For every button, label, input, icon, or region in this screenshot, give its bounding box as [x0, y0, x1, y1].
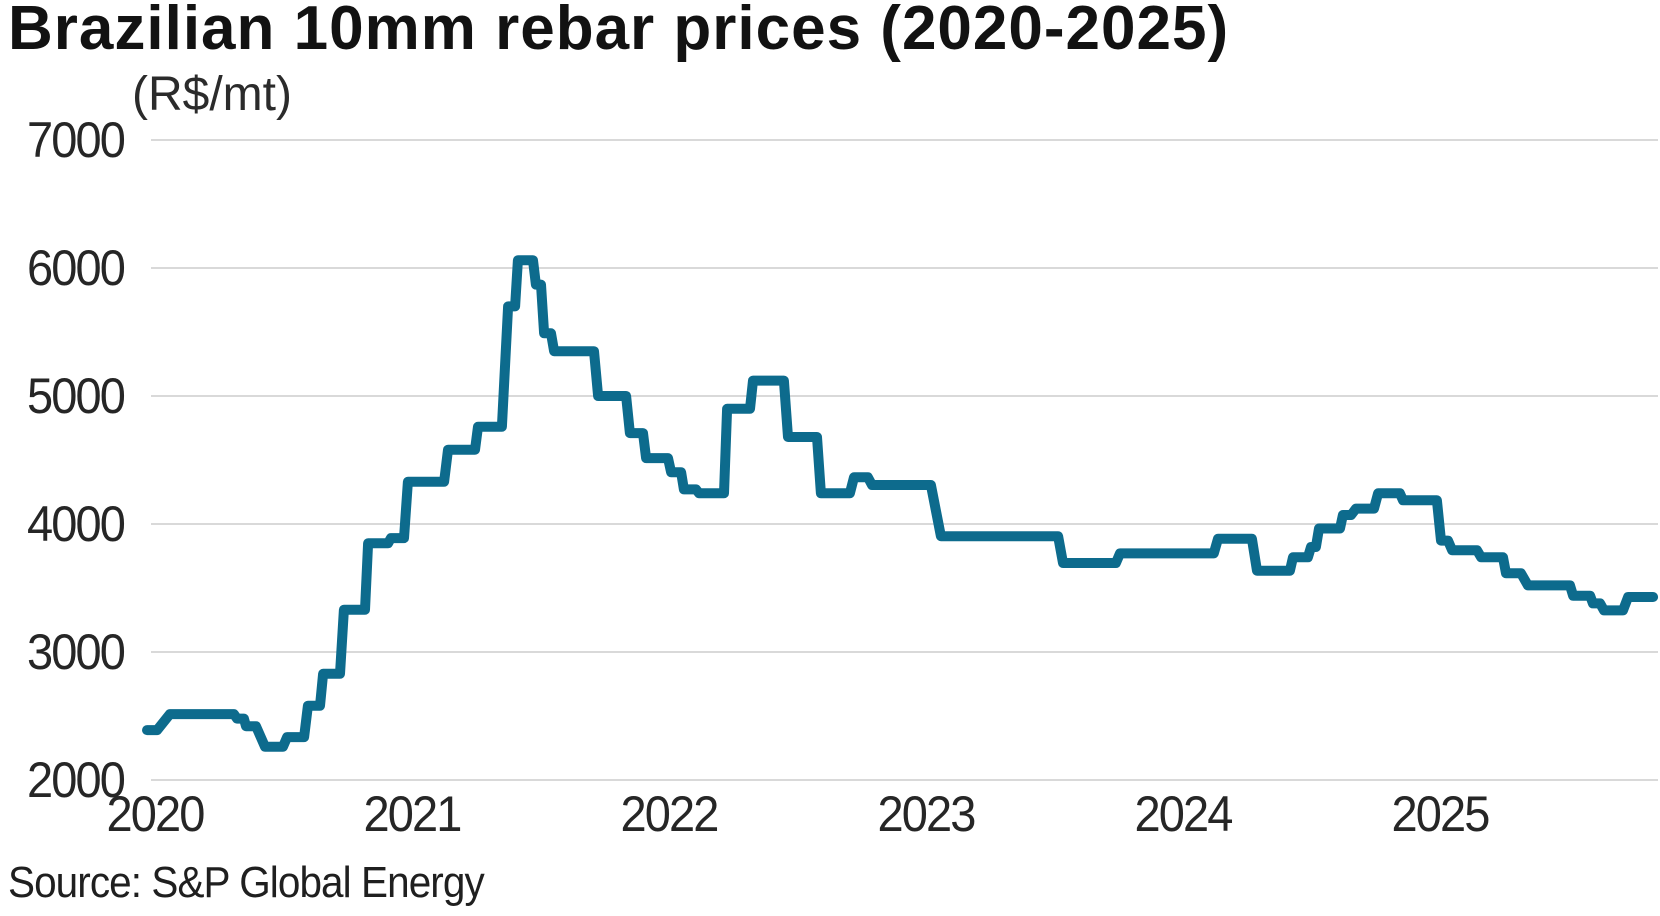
y-axis-tick-label: 6000: [26, 240, 126, 296]
chart-title: Brazilian 10mm rebar prices (2020-2025): [8, 0, 1230, 63]
x-axis-tick-label: 2021: [363, 786, 462, 842]
x-axis-tick-label: 2024: [1134, 786, 1233, 842]
x-axis-tick-label: 2025: [1391, 786, 1490, 842]
y-axis-tick-label: 3000: [26, 624, 126, 680]
rebar-price-line: [142, 255, 1659, 752]
x-axis-tick-label: 2020: [106, 786, 205, 842]
x-axis-tick-label: 2022: [620, 786, 719, 842]
y-axis-tick-label: 4000: [26, 496, 126, 552]
x-axis-tick-label: 2023: [877, 786, 976, 842]
y-axis-tick-label: 2000: [26, 752, 126, 808]
y-axis-tick-label: 7000: [26, 112, 126, 168]
y-axis-tick-label: 5000: [26, 368, 126, 424]
source-attribution: Source: S&P Global Energy: [8, 858, 485, 907]
y-axis-unit-label: (R$/mt): [132, 68, 292, 121]
